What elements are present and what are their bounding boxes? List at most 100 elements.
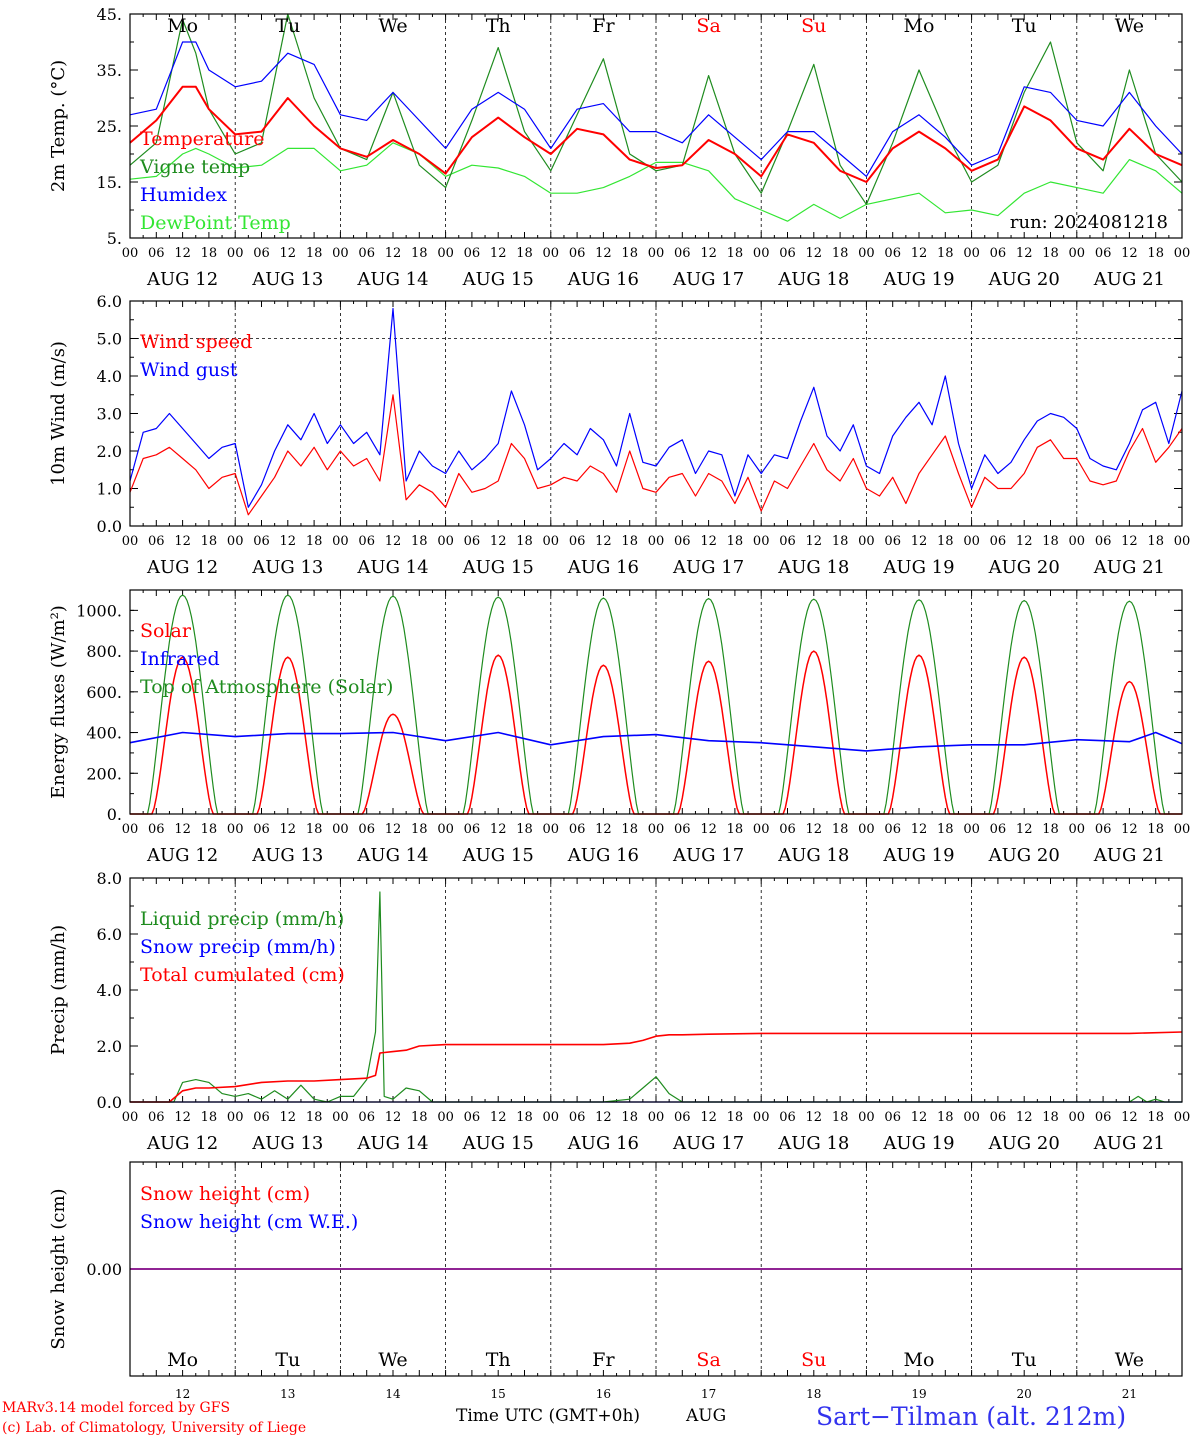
date-label: AUG 12 xyxy=(146,557,218,578)
weekday-label: Mo xyxy=(167,15,198,37)
weekday-label: Tu xyxy=(275,1349,300,1371)
y-tick-label: 2.0 xyxy=(97,442,122,461)
hour-label: 18 xyxy=(621,1110,638,1125)
hour-label: 18 xyxy=(1147,246,1164,261)
hour-label: 00 xyxy=(227,246,244,261)
hour-label: 18 xyxy=(411,1110,428,1125)
hour-label: 00 xyxy=(1069,534,1086,549)
hour-label: 12 xyxy=(700,822,717,837)
legend-wind-speed: Wind speed xyxy=(140,331,252,353)
hour-label: 06 xyxy=(464,822,481,837)
hour-label: 12 xyxy=(280,246,297,261)
date-label: AUG 18 xyxy=(777,845,849,866)
hour-label: 00 xyxy=(437,822,454,837)
hour-label: 06 xyxy=(148,1110,165,1125)
hour-label: 06 xyxy=(464,534,481,549)
hour-label: 18 xyxy=(1147,534,1164,549)
hour-label: 18 xyxy=(1042,822,1059,837)
model-credit: MARv3.14 model forced by GFS xyxy=(2,1400,231,1416)
panel-border xyxy=(129,1161,1183,1377)
hour-label: 18 xyxy=(832,534,849,549)
y-tick-label: 0.0 xyxy=(97,517,122,536)
station-label: Sart−Tilman (alt. 212m) xyxy=(816,1402,1127,1431)
hour-label: 18 xyxy=(201,246,218,261)
panel-5: 0.00 Snow height (cm) Snow height (cm) Snow… xyxy=(48,1162,1183,1401)
hour-label: 00 xyxy=(1174,1110,1191,1125)
panel-1: 5. 15. 25. 35. 45. 2m Temp. (°C) 00 06 12 18 AUG 1… xyxy=(48,5,1190,290)
date-label: AUG 13 xyxy=(251,845,323,866)
date-label: AUG 12 xyxy=(146,269,218,290)
hour-label: 18 xyxy=(306,534,323,549)
hour-label: 12 xyxy=(595,246,612,261)
hour-label: 18 xyxy=(1042,534,1059,549)
hour-label: 06 xyxy=(674,246,691,261)
day-number-label: 19 xyxy=(911,1387,926,1401)
weekday-label: Tu xyxy=(1012,1349,1037,1371)
hour-label: 06 xyxy=(990,1110,1007,1125)
date-label: AUG 12 xyxy=(146,1133,218,1154)
day-number-label: 14 xyxy=(385,1387,401,1401)
hour-label: 12 xyxy=(385,246,402,261)
hour-label: 00 xyxy=(332,1110,349,1125)
date-label: AUG 14 xyxy=(356,845,428,866)
month-label: AUG xyxy=(686,1406,727,1426)
weekday-label: Fr xyxy=(592,1349,615,1371)
legend-humidex: Humidex xyxy=(140,184,227,206)
hour-label: 00 xyxy=(858,246,875,261)
hour-label: 12 xyxy=(911,1110,928,1125)
hour-label: 18 xyxy=(727,534,744,549)
hour-label: 12 xyxy=(280,534,297,549)
legend-dewpoint-temp: DewPoint Temp xyxy=(140,212,291,234)
hour-label: 06 xyxy=(1095,246,1112,261)
day-number-label: 15 xyxy=(491,1387,506,1401)
hour-label: 00 xyxy=(753,822,770,837)
hour-label: 12 xyxy=(174,822,191,837)
hour-label: 00 xyxy=(753,534,770,549)
hour-label: 18 xyxy=(621,534,638,549)
hour-label: 06 xyxy=(779,246,796,261)
date-label: AUG 19 xyxy=(882,845,954,866)
series-total-cumulated-cm xyxy=(130,1031,1183,1103)
day-number-label: 13 xyxy=(280,1387,295,1401)
hour-label: 06 xyxy=(253,534,270,549)
hour-label: 18 xyxy=(937,822,954,837)
date-label: AUG 19 xyxy=(882,1133,954,1154)
hour-label: 12 xyxy=(806,822,823,837)
y-axis-label: Energy fluxes (W/m²) xyxy=(48,605,69,799)
hour-label: 00 xyxy=(1069,1110,1086,1125)
hour-label: 12 xyxy=(1016,534,1033,549)
hour-label: 00 xyxy=(963,246,980,261)
date-label: AUG 21 xyxy=(1093,1133,1165,1154)
hour-label: 06 xyxy=(990,246,1007,261)
y-tick-label: 25. xyxy=(97,117,122,136)
hour-label: 00 xyxy=(648,822,665,837)
time-axis-label: Time UTC (GMT+0h) xyxy=(456,1406,641,1426)
hour-label: 06 xyxy=(569,246,586,261)
hour-label: 06 xyxy=(569,534,586,549)
hour-label: 00 xyxy=(858,534,875,549)
hour-label: 00 xyxy=(753,246,770,261)
hour-label: 12 xyxy=(911,534,928,549)
hour-label: 00 xyxy=(1069,246,1086,261)
panel-2: 0.0 1.0 2.0 3.0 4.0 5.0 6.0 10m Wind (m/s) 00 06 1… xyxy=(48,292,1190,578)
hour-label: 12 xyxy=(385,822,402,837)
y-tick-label: 45. xyxy=(97,5,122,24)
hour-label: 18 xyxy=(201,822,218,837)
hour-label: 06 xyxy=(569,822,586,837)
date-label: AUG 15 xyxy=(462,269,534,290)
hour-label: 12 xyxy=(700,1110,717,1125)
hour-label: 00 xyxy=(1174,246,1191,261)
hour-label: 12 xyxy=(700,246,717,261)
date-label: AUG 12 xyxy=(146,845,218,866)
weekday-label: Tu xyxy=(1012,15,1037,37)
y-tick-label: 0.0 xyxy=(97,1093,122,1112)
hour-label: 06 xyxy=(884,1110,901,1125)
hour-label: 12 xyxy=(595,1110,612,1125)
weekday-label: Mo xyxy=(904,15,935,37)
hour-label: 06 xyxy=(779,822,796,837)
legend-snow-height-cm-w-e: Snow height (cm W.E.) xyxy=(140,1211,358,1233)
hour-label: 06 xyxy=(464,1110,481,1125)
legend-liquid-precip-mm-h: Liquid precip (mm/h) xyxy=(140,908,344,930)
y-tick-label: 400. xyxy=(86,724,122,743)
date-label: AUG 17 xyxy=(672,557,744,578)
